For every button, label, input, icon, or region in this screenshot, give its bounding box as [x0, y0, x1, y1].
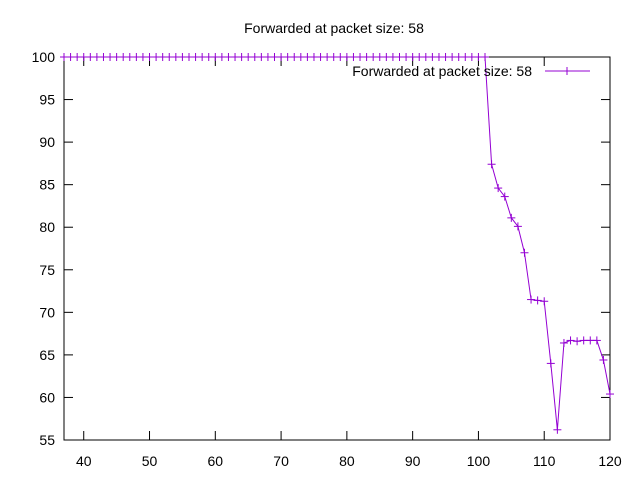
y-tick-label: 90 — [39, 134, 55, 150]
x-tick-label: 90 — [405, 453, 421, 469]
x-tick-label: 80 — [339, 453, 355, 469]
x-tick-label: 120 — [598, 453, 622, 469]
series-group — [60, 53, 614, 434]
data-point — [546, 359, 555, 368]
y-tick-label: 60 — [39, 389, 55, 405]
data-point — [481, 53, 490, 61]
data-point — [599, 355, 608, 364]
data-point — [592, 336, 601, 345]
y-tick-label: 100 — [32, 49, 56, 65]
y-axis: 55 60 65 70 75 80 85 90 95 100 — [32, 49, 610, 448]
data-point — [520, 248, 529, 257]
y-tick-label: 80 — [39, 219, 55, 235]
x-tick-label: 60 — [208, 453, 224, 469]
data-point — [487, 160, 496, 169]
data-point — [566, 336, 575, 345]
plot-border — [63, 56, 611, 441]
x-tick-label: 50 — [142, 453, 158, 469]
y-tick-label: 95 — [39, 92, 55, 108]
data-point — [573, 337, 582, 346]
data-point — [606, 390, 614, 399]
legend: Forwarded at packet size: 58 — [352, 63, 590, 79]
data-point — [494, 184, 503, 193]
data-point — [540, 297, 549, 306]
x-tick-label: 100 — [467, 453, 491, 469]
x-tick-label: 40 — [76, 453, 92, 469]
plot-area — [63, 56, 611, 441]
y-tick-label: 65 — [39, 347, 55, 363]
data-point — [533, 296, 542, 305]
data-point — [513, 222, 522, 231]
data-point — [507, 213, 516, 222]
data-point — [500, 192, 509, 201]
data-point — [553, 425, 562, 434]
y-tick-label: 70 — [39, 304, 55, 320]
legend-label: Forwarded at packet size: 58 — [352, 63, 532, 79]
series-line — [64, 56, 611, 430]
y-tick-label: 85 — [39, 177, 55, 193]
x-tick-label: 110 — [533, 453, 556, 469]
y-tick-label: 75 — [39, 262, 55, 278]
y-tick-label: 55 — [39, 432, 55, 448]
chart-title: Forwarded at packet size: 58 — [244, 20, 424, 36]
x-tick-label: 70 — [273, 453, 289, 469]
data-point — [559, 338, 568, 347]
data-point — [527, 295, 536, 304]
x-axis: 40 50 60 70 80 90 100 110 120 — [76, 57, 622, 469]
